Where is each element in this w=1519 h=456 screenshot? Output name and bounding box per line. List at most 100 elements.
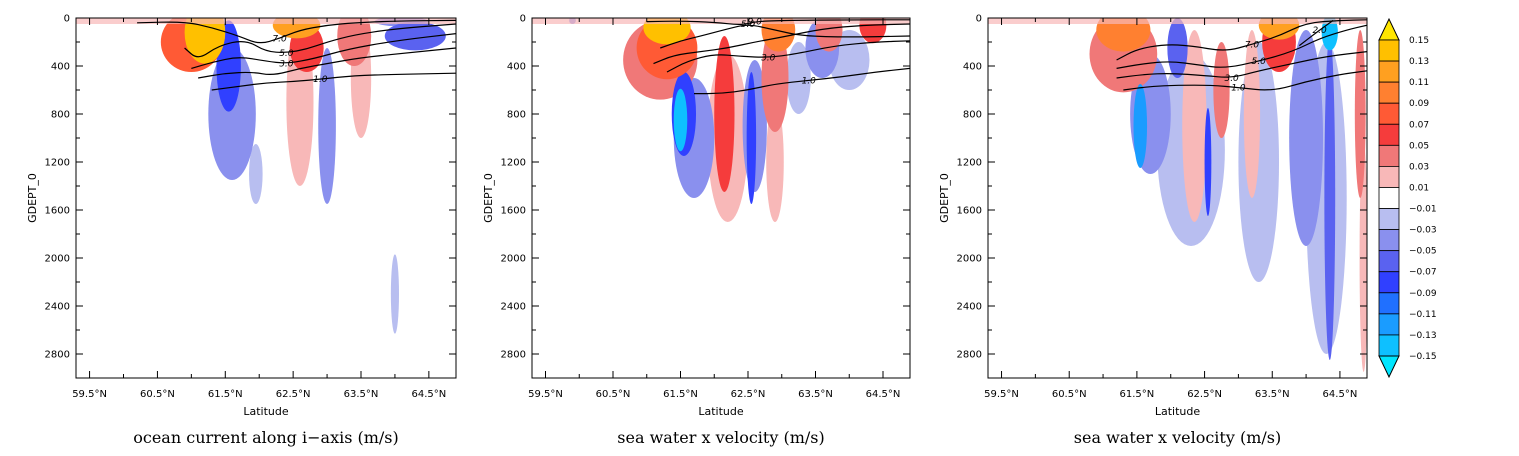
colorbar-label: −0.03 xyxy=(1409,226,1437,236)
isoline xyxy=(1116,24,1367,69)
y-tick-label: 0 xyxy=(976,14,982,25)
x-tick-label: 64.5°N xyxy=(866,389,901,400)
panel-3: 7.0 5.0 3.01.0 2.0 0 400 800 1200 1600 2000 2400 28… xyxy=(938,14,1368,447)
isoline-label: 9.0 xyxy=(748,18,763,28)
colorbar-label: 0.09 xyxy=(1409,99,1429,109)
isoline-label: 5.0 xyxy=(1252,57,1267,67)
filled-region xyxy=(1133,84,1148,168)
filled-region xyxy=(766,102,784,222)
plot-frame xyxy=(987,17,1368,379)
colorbar-label: 0.05 xyxy=(1409,141,1429,151)
filled-region xyxy=(761,18,796,52)
colorbar: 0.15 0.13 0.11 0.09 0.07 0.05 0.03 0.01 −0.01 −0.… xyxy=(1378,17,1437,379)
y-tick-label: 2000 xyxy=(957,254,982,265)
x-tick-label: 63.5°N xyxy=(344,389,379,400)
y-axis-label: GDEPT_0 xyxy=(482,173,495,223)
isoline xyxy=(184,23,456,58)
y-tick-label: 2400 xyxy=(45,302,70,313)
isoline-label: 7.0 xyxy=(1245,40,1260,50)
isoline-label: 3.0 xyxy=(761,54,776,64)
x-tick-label: 60.5°N xyxy=(1052,389,1087,400)
x-tick-label: 63.5°N xyxy=(798,389,833,400)
filled-region xyxy=(1204,108,1212,216)
y-tick-label: 0 xyxy=(64,14,70,25)
y-tick-label: 2800 xyxy=(501,350,526,361)
panel-2: 9.05.03.01.00400800120016002000240028005… xyxy=(482,14,911,447)
colorbar-box xyxy=(1378,102,1400,125)
y-tick-label: 2000 xyxy=(501,254,526,265)
colorbar-box xyxy=(1378,292,1400,315)
y-tick-label: 2800 xyxy=(45,350,70,361)
x-tick-label: 62.5°N xyxy=(1187,389,1222,400)
colorbar-label: −0.07 xyxy=(1409,268,1437,278)
filled-region xyxy=(1167,18,1188,78)
isoline-label: 3.0 xyxy=(1224,74,1239,84)
filled-region xyxy=(815,18,843,52)
colorbar-box xyxy=(1378,313,1400,336)
x-tick-label: 61.5°N xyxy=(208,389,243,400)
colorbar-box xyxy=(1378,81,1400,104)
x-tick-label: 63.5°N xyxy=(1255,389,1290,400)
surface-layer xyxy=(988,18,1367,24)
x-tick-label: 60.5°N xyxy=(596,389,631,400)
y-tick-label: 2400 xyxy=(501,302,526,313)
filled-region xyxy=(746,72,757,204)
y-tick-label: 400 xyxy=(51,62,70,73)
y-tick-label: 400 xyxy=(507,62,526,73)
y-tick-label: 1200 xyxy=(501,158,526,169)
plot-frame xyxy=(75,17,457,379)
isoline xyxy=(694,67,910,95)
colorbar-label: −0.11 xyxy=(1409,310,1437,320)
y-axis-label: GDEPT_0 xyxy=(938,173,951,223)
colorbar-label: 0.07 xyxy=(1409,120,1429,130)
colorbar-label: 0.03 xyxy=(1409,162,1429,172)
isoline xyxy=(666,40,910,73)
colorbar-label: 0.15 xyxy=(1409,36,1429,46)
colorbar-box xyxy=(1378,187,1400,209)
x-axis-label: Latitude xyxy=(243,405,289,418)
isoline xyxy=(198,47,456,79)
filled-region xyxy=(714,36,735,192)
colorbar-box xyxy=(1378,229,1400,252)
colorbar-label: 0.01 xyxy=(1409,183,1429,193)
colorbar-label: −0.15 xyxy=(1409,352,1437,362)
colorbar-box xyxy=(1378,39,1400,62)
filled-region xyxy=(1289,30,1324,246)
x-tick-label: 59.5°N xyxy=(984,389,1019,400)
isoline xyxy=(1298,19,1334,47)
y-tick-label: 800 xyxy=(51,110,70,121)
filled-region xyxy=(1096,18,1151,52)
filled-region xyxy=(1213,42,1230,138)
filled-region xyxy=(390,254,399,334)
y-tick-label: 2400 xyxy=(957,302,982,313)
colorbar-box xyxy=(1378,334,1400,357)
filled-region xyxy=(249,144,263,204)
colorbar-label: 0.11 xyxy=(1409,78,1429,88)
y-tick-label: 800 xyxy=(963,110,982,121)
isoline xyxy=(191,33,456,69)
isoline xyxy=(653,23,910,65)
y-tick-label: 1600 xyxy=(957,206,982,217)
colorbar-max-arrow xyxy=(1378,17,1400,41)
filled-region xyxy=(318,48,336,204)
isoline-label: 1.0 xyxy=(313,75,328,85)
panel-title: sea water x velocity (m/s) xyxy=(1074,428,1281,447)
surface-layer xyxy=(532,18,910,24)
isoline-label: 1.0 xyxy=(802,76,817,86)
filled-contours xyxy=(988,18,1367,372)
colorbar-box xyxy=(1378,271,1400,294)
colorbar-label: −0.09 xyxy=(1409,289,1437,299)
x-tick-label: 59.5°N xyxy=(528,389,563,400)
colorbar-box xyxy=(1378,208,1400,231)
filled-region xyxy=(673,88,688,152)
y-tick-label: 400 xyxy=(963,62,982,73)
filled-region xyxy=(643,18,691,45)
colorbar-label: 0.13 xyxy=(1409,57,1429,67)
filled-region xyxy=(1182,30,1207,222)
filled-region xyxy=(786,42,811,114)
colorbar-box xyxy=(1378,144,1400,167)
panel-1: 7.0 5.03.0 1.0 0 400 800 1200 1600 2000 2400 2800 5… xyxy=(26,14,457,447)
colorbar-label: −0.05 xyxy=(1409,247,1437,257)
filled-contours xyxy=(532,18,910,222)
